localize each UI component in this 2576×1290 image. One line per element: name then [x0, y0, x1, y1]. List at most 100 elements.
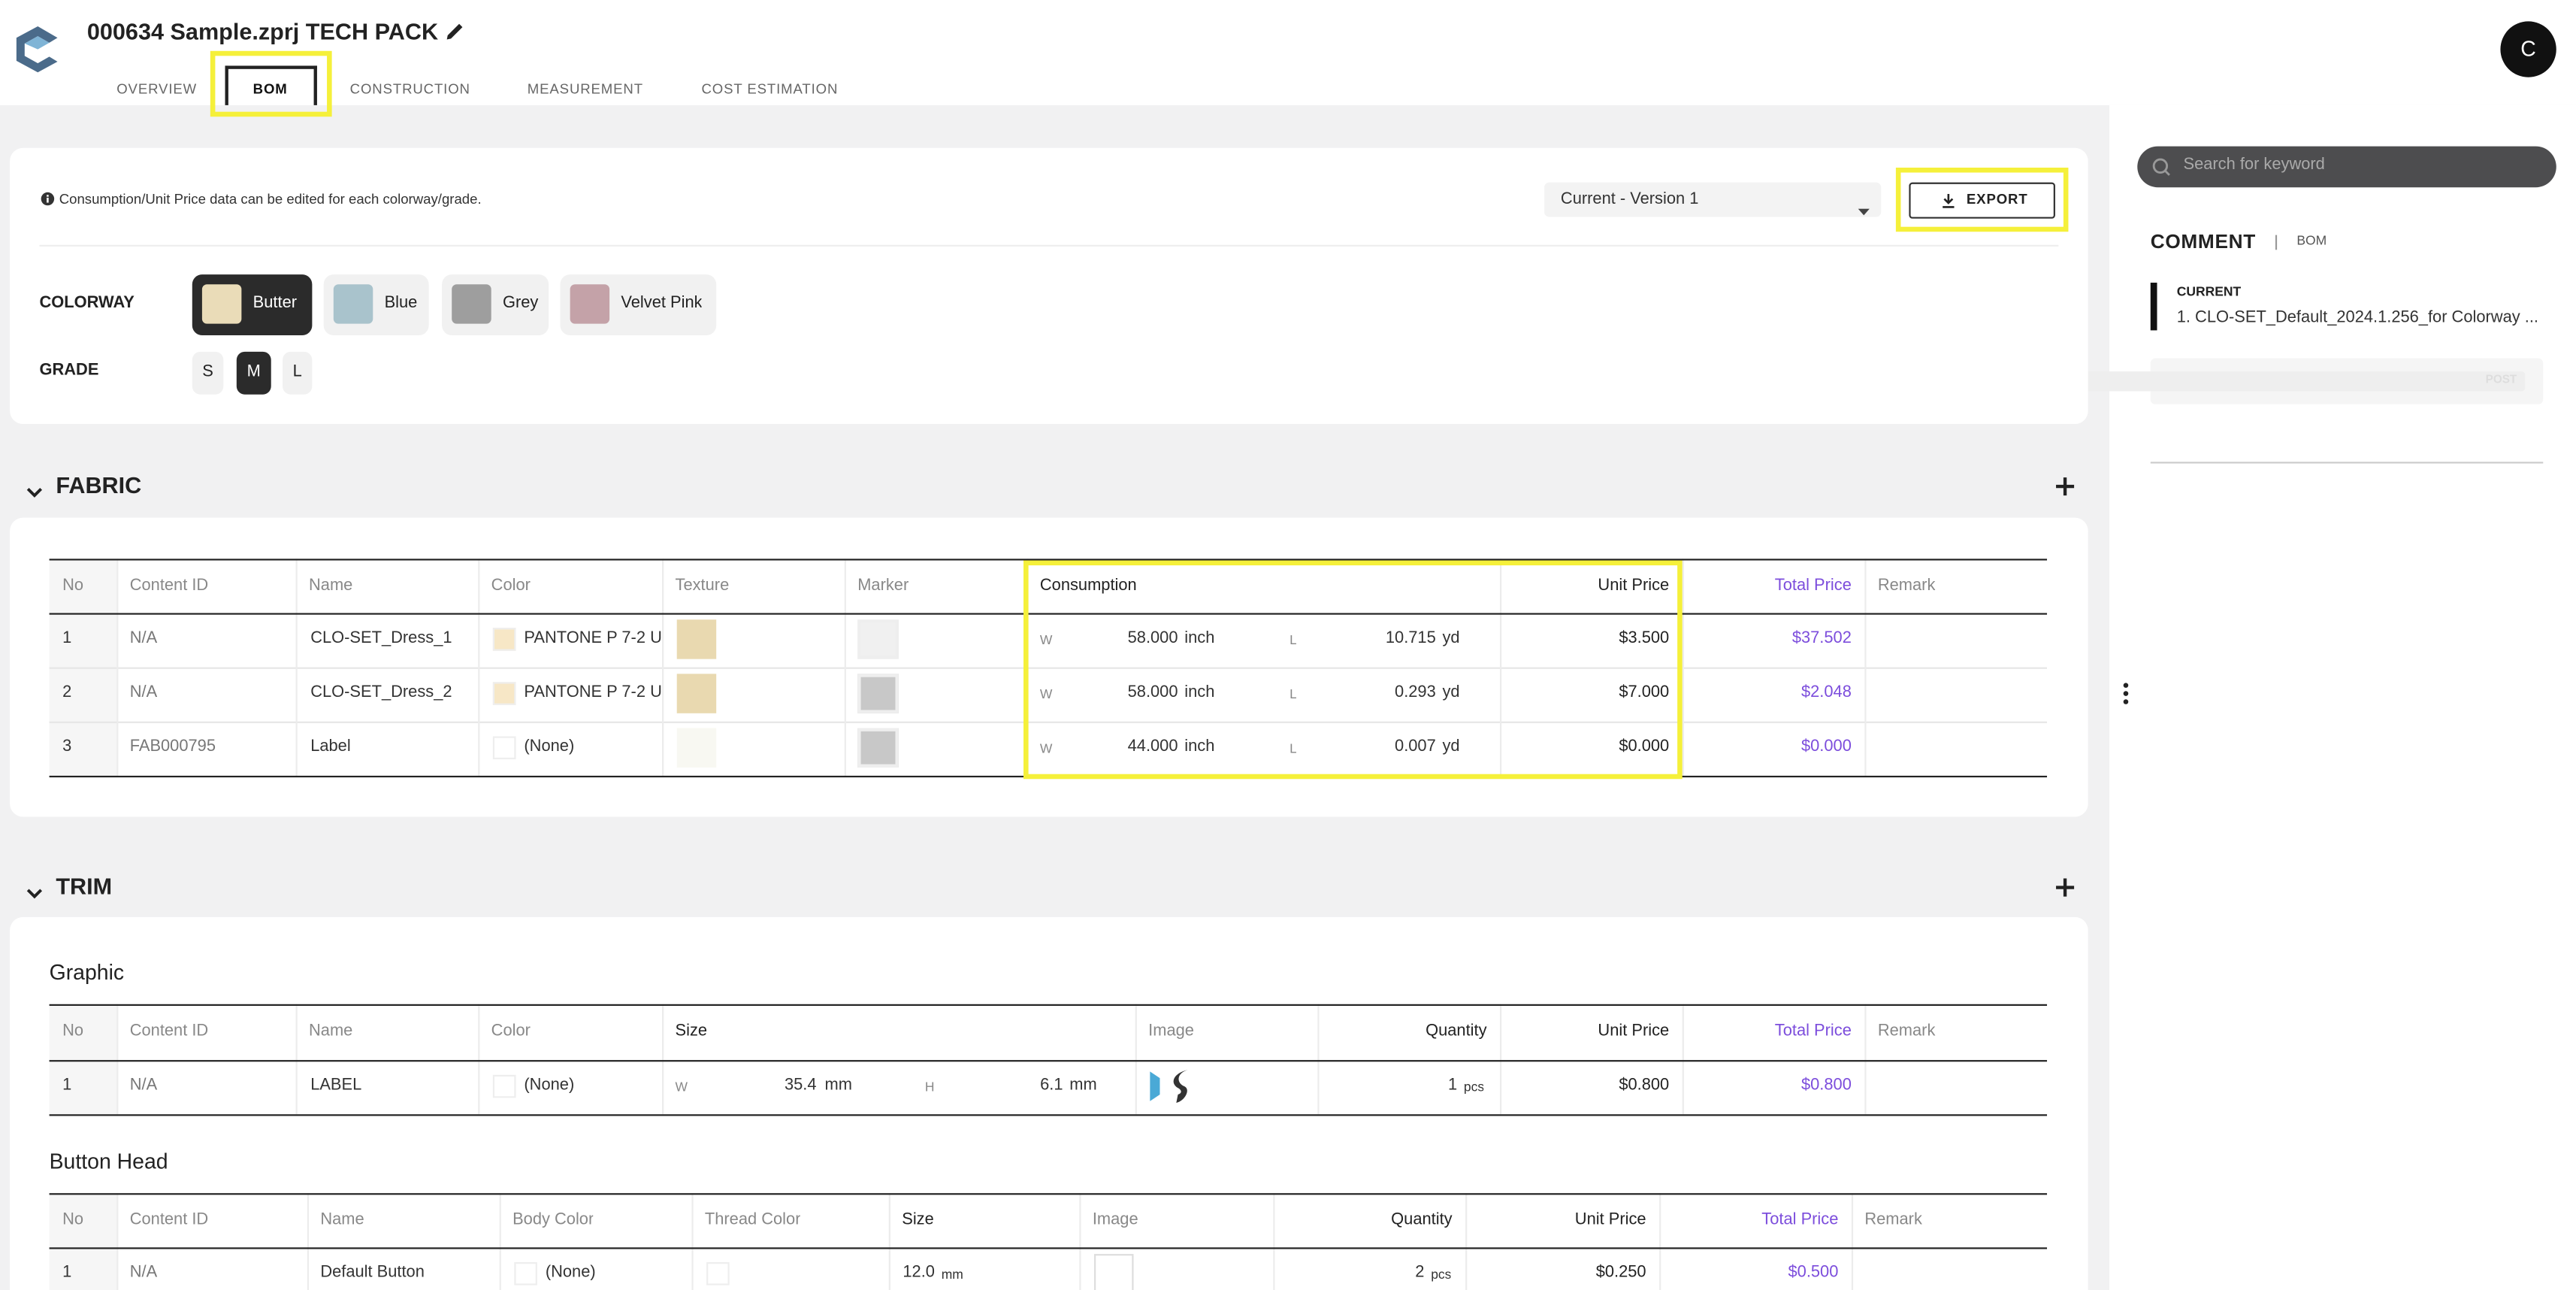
colorway-swatch [570, 284, 610, 324]
quantity: 2 [1415, 1264, 1425, 1282]
dropdown-caret [1858, 195, 1870, 216]
material-name: CLO-SET_Dress_2 [310, 683, 452, 702]
grade-name: M [246, 363, 261, 382]
grade-name: L [292, 363, 302, 382]
column-divider [478, 559, 480, 776]
content-id: N/A [129, 683, 158, 702]
add-button[interactable] [2055, 876, 2075, 897]
no-column-bg [49, 559, 117, 776]
comment-tab[interactable]: BOM [2296, 233, 2327, 249]
total-price: $0.800 [1800, 1076, 1852, 1095]
highlight-box [1023, 560, 1683, 780]
row-divider [49, 667, 2048, 669]
collapse-toggle[interactable] [26, 478, 43, 498]
tab[interactable]: CONSTRUCTION [349, 80, 470, 97]
button-image [1094, 1254, 1134, 1290]
subsection-title: Button Head [49, 1149, 168, 1173]
column-header: No [62, 577, 84, 595]
avatar[interactable]: C [2500, 21, 2556, 77]
color-name: PANTONE P 7-2 U [524, 629, 662, 648]
width-label: W [1039, 686, 1053, 702]
grade-chip[interactable] [192, 351, 224, 395]
grade-chip[interactable] [236, 351, 271, 395]
export-button[interactable] [1909, 182, 2055, 219]
column-divider [1273, 1193, 1275, 1290]
version-select[interactable] [1544, 182, 1882, 217]
texture-thumb [676, 728, 717, 768]
column-divider [1500, 1004, 1502, 1115]
length-value: 0.007 [1395, 737, 1436, 756]
column-header: Total Price [1774, 1022, 1852, 1040]
version-value: Current - Version 1 [1560, 190, 1699, 209]
size-value: 12.0 [903, 1264, 935, 1282]
column-header: Size [675, 1022, 708, 1040]
column-header: Unit Price [1598, 1022, 1670, 1040]
column-divider [1079, 1193, 1081, 1290]
column-divider [662, 559, 664, 776]
column-divider [1864, 559, 1867, 776]
color-swatch [492, 736, 516, 760]
search-box[interactable] [2137, 146, 2556, 188]
content-id: N/A [129, 1076, 158, 1095]
add-button[interactable] [2055, 475, 2075, 496]
collapse-toggle[interactable] [26, 880, 43, 899]
current-label: CURRENT [2176, 284, 2242, 299]
table-border [49, 1247, 2048, 1249]
width-value: 35.4 [784, 1076, 817, 1095]
tab[interactable]: BOM [252, 80, 288, 97]
unit-price[interactable]: $3.500 [1619, 629, 1670, 648]
length-value: 10.715 [1385, 629, 1436, 648]
unit-price[interactable]: $0.000 [1619, 737, 1670, 756]
column-header: Size [902, 1211, 934, 1230]
tab[interactable]: COST ESTIMATION [701, 80, 839, 97]
notice: Consumption/Unit Price data can be edite… [59, 190, 482, 207]
column-header: Total Price [1774, 577, 1852, 595]
tab[interactable]: OVERVIEW [116, 80, 198, 97]
column-header: Quantity [1391, 1211, 1453, 1230]
size-unit: mm [941, 1267, 963, 1282]
thread-swatch [706, 1262, 730, 1285]
tab[interactable]: MEASUREMENT [527, 80, 643, 97]
row-number: 1 [62, 1264, 72, 1282]
header-bar [0, 0, 2576, 105]
row-divider [49, 721, 2048, 723]
column-header: Unit Price [1574, 1211, 1646, 1230]
search-placeholder: Search for keyword [2183, 156, 2325, 174]
column-header: Name [309, 1022, 353, 1040]
column-divider [1864, 1004, 1867, 1115]
column-header: No [62, 1022, 84, 1040]
width-unit: inch [1184, 737, 1215, 756]
post-button[interactable]: POST [2032, 371, 2526, 392]
grade-chip[interactable] [283, 351, 313, 395]
colorway-label: COLORWAY [39, 294, 135, 313]
quantity: 1 [1448, 1076, 1458, 1095]
info-icon [41, 192, 55, 206]
unit-price[interactable]: $0.800 [1619, 1076, 1670, 1095]
active-tab-indicator [225, 65, 317, 105]
height-label: H [924, 1080, 935, 1095]
edit-title-button[interactable] [443, 20, 467, 43]
column-divider [1682, 1004, 1684, 1115]
column-divider [307, 1193, 310, 1290]
unit-price[interactable]: $0.250 [1595, 1264, 1646, 1282]
width-value: 58.000 [1127, 629, 1178, 648]
height-unit: mm [1069, 1076, 1097, 1095]
content-id: FAB000795 [129, 737, 216, 756]
color-name: (None) [524, 737, 575, 756]
color-name: PANTONE P 7-2 U [524, 683, 662, 702]
more-button[interactable] [2119, 680, 2132, 707]
subsection-title: Graphic [49, 959, 125, 985]
material-name: Default Button [320, 1264, 425, 1282]
color-swatch [514, 1262, 537, 1285]
unit-price[interactable]: $7.000 [1619, 683, 1670, 702]
colorway-swatch [333, 284, 373, 324]
column-divider [499, 1193, 501, 1290]
column-header: Thread Color [704, 1211, 801, 1230]
marker-thumb [857, 728, 899, 768]
row-number: 1 [62, 629, 72, 648]
column-divider [1659, 1193, 1661, 1290]
column-header: Consumption [1039, 577, 1137, 595]
colorway-name: Grey [502, 294, 539, 313]
colorway-name: Butter [252, 294, 298, 313]
column-divider [1135, 1004, 1137, 1115]
